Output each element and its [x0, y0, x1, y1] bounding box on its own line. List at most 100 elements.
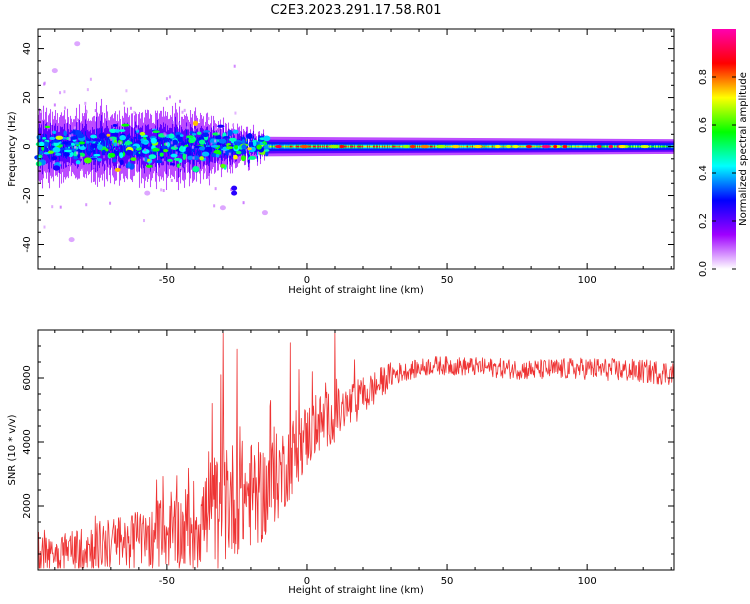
heatmap-speck [234, 111, 237, 115]
heatmap-speck [59, 161, 62, 165]
heatmap-blob [119, 159, 124, 166]
snr-series-line [37, 329, 675, 569]
heatmap-blob [124, 141, 133, 146]
heatmap-blob [199, 139, 206, 145]
heatmap-outlier [68, 237, 75, 243]
heatmap-blob [240, 155, 246, 162]
heatmap-speck [76, 118, 79, 122]
heatmap-speck [165, 97, 168, 101]
spectrogram-y-tick-label: -20 [22, 187, 33, 203]
heatmap-speck [164, 133, 167, 137]
heatmap-blob [172, 139, 179, 146]
heatmap-blob [201, 151, 210, 157]
heatmap-blob [130, 157, 137, 161]
heatmap-blob [69, 135, 78, 140]
heatmap-hotspot [275, 144, 282, 149]
heatmap-speck [74, 145, 77, 149]
heatmap-speck [59, 205, 62, 209]
heatmap-blob [218, 138, 227, 144]
heatmap-blob [235, 150, 242, 155]
snr-x-tick-label: 0 [304, 576, 310, 587]
heatmap-blob [142, 148, 150, 154]
heatmap-speck [68, 137, 71, 141]
colorbar-tick-label: 0.2 [698, 213, 709, 229]
heatmap-blob [86, 140, 90, 144]
heatmap-speck [184, 164, 187, 168]
heatmap-speck [175, 151, 178, 155]
heatmap-hotspot [409, 144, 416, 149]
heatmap-blob [93, 153, 101, 157]
heatmap-blob [192, 165, 200, 173]
heatmap-blob [168, 133, 175, 139]
heatmap-blob [241, 139, 246, 144]
heatmap-blob [264, 144, 269, 150]
heatmap-speck [80, 155, 83, 159]
heatmap-blob [170, 146, 179, 150]
heatmap-blob [55, 152, 62, 156]
colorbar-tick-label: 0.6 [698, 117, 709, 133]
heatmap-blob [115, 129, 120, 133]
heatmap-speck [207, 117, 210, 121]
heatmap-hotspot [473, 144, 482, 149]
heatmap-speck [163, 132, 166, 136]
heatmap-blob [97, 158, 102, 162]
heatmap-blob [215, 153, 220, 158]
heatmap-speck [94, 109, 97, 113]
heatmap-blob [265, 151, 269, 157]
heatmap-blob [79, 146, 86, 151]
heatmap-blob [121, 123, 130, 127]
heatmap-blob [62, 141, 69, 145]
heatmap-speck [133, 110, 136, 114]
heatmap-speck [160, 188, 163, 192]
heatmap-blob [52, 165, 61, 171]
heatmap-speck [165, 142, 168, 146]
heatmap-blob [217, 124, 225, 128]
heatmap-speck [73, 126, 76, 130]
heatmap-blob [109, 128, 117, 134]
heatmap-speck [85, 203, 88, 207]
heatmap-speck [233, 64, 236, 68]
heatmap-speck [186, 126, 189, 130]
heatmap-blob [233, 154, 238, 160]
snr-x-tick-label: -50 [159, 576, 175, 587]
heatmap-blob [51, 156, 58, 161]
spectrogram-x-tick-label: -50 [159, 275, 175, 286]
figure-title: C2E3.2023.291.17.58.R01 [270, 3, 441, 18]
heatmap-speck [232, 123, 235, 127]
heatmap-blob [136, 139, 142, 144]
heatmap-speck [59, 91, 62, 95]
heatmap-speck [52, 161, 55, 165]
heatmap-blob [220, 163, 226, 169]
colorbar-gradient [712, 29, 736, 269]
heatmap-speck [157, 172, 160, 176]
heatmap-blob [229, 137, 237, 142]
heatmap-blob [215, 135, 222, 140]
heatmap-speck [53, 103, 56, 107]
snr-panel: -50 0 50 100 2000 4000 6000 Height of straight… [7, 329, 675, 596]
heatmap-blob [55, 135, 64, 140]
heatmap-blob [52, 139, 60, 143]
heatmap-blob [44, 125, 51, 129]
heatmap-speck [89, 77, 92, 81]
heatmap-blob [159, 152, 164, 157]
heatmap-blob [252, 140, 257, 147]
heatmap-hotspot [505, 144, 512, 149]
heatmap-blob [58, 144, 63, 147]
heatmap-hotspot [512, 144, 520, 149]
heatmap-speck [142, 157, 145, 161]
heatmap-blob [73, 156, 78, 160]
colorbar: 0.0 0.2 0.4 0.6 0.8 Normalized spectral ampl… [698, 29, 749, 277]
heatmap-speck [193, 128, 196, 132]
heatmap-speck [204, 168, 207, 172]
heatmap-blob [63, 151, 70, 157]
heatmap-blob [232, 129, 239, 134]
spectrogram-x-tick-label: 100 [578, 275, 597, 286]
snr-frame [37, 329, 675, 571]
spectrogram-y-label: Frequency (Hz) [7, 111, 18, 187]
heatmap-blob [142, 140, 150, 144]
heatmap-blob [246, 133, 253, 140]
heatmap-blob [222, 136, 230, 139]
heatmap-blob [196, 131, 202, 136]
heatmap-hotspot [640, 144, 650, 149]
